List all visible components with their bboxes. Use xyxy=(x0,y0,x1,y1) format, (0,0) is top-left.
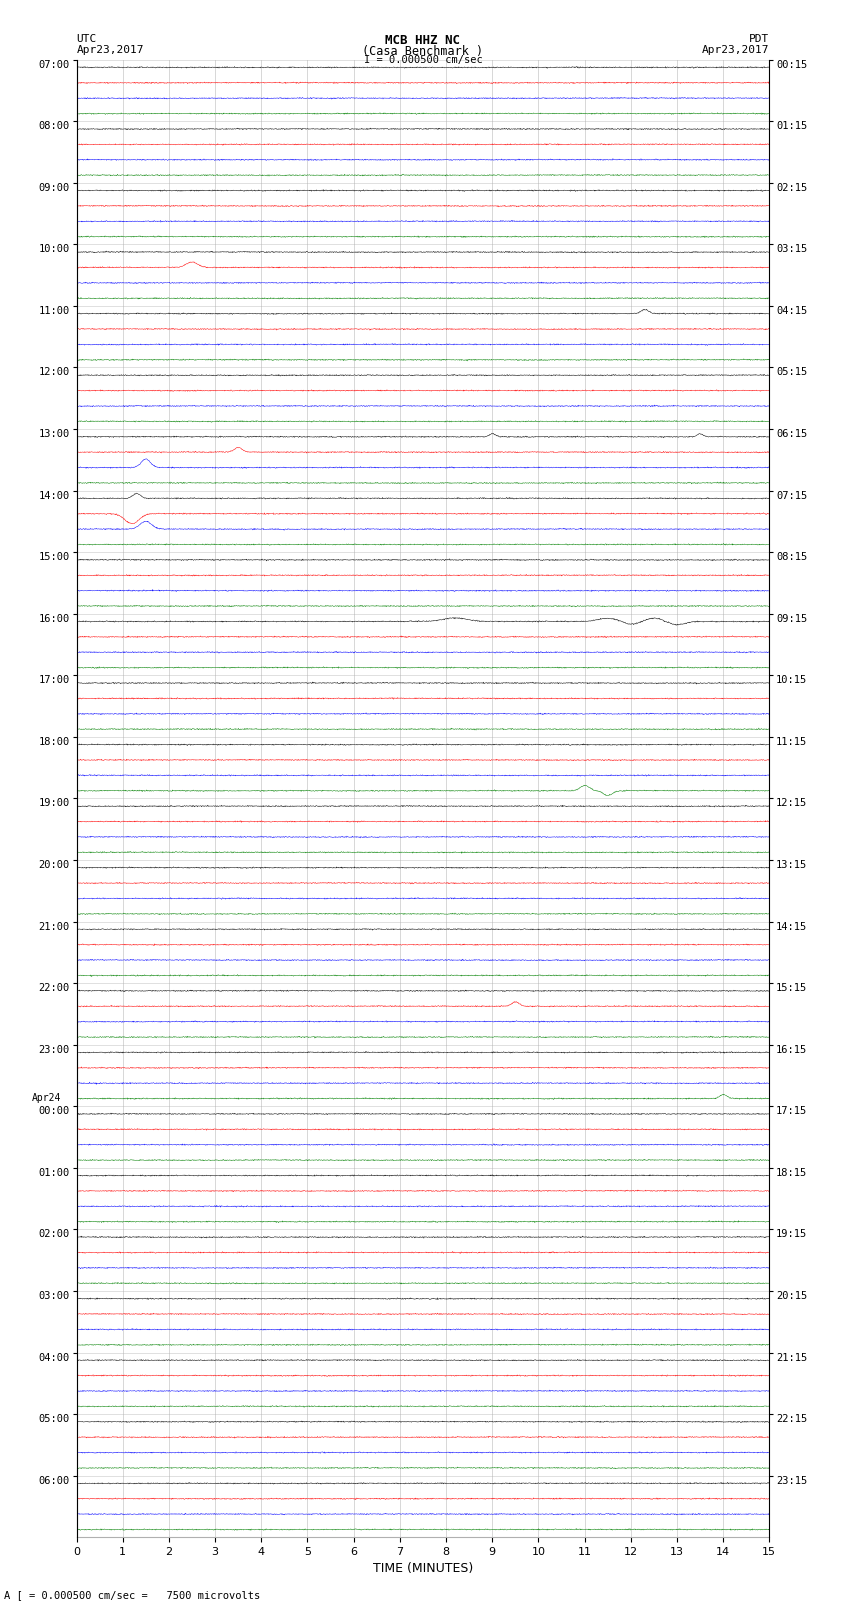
Text: Apr23,2017: Apr23,2017 xyxy=(702,45,769,55)
Text: MCB HHZ NC: MCB HHZ NC xyxy=(385,34,461,47)
Text: Apr24: Apr24 xyxy=(31,1094,61,1103)
Text: (Casa Benchmark ): (Casa Benchmark ) xyxy=(362,45,484,58)
Text: UTC: UTC xyxy=(76,34,97,44)
Text: PDT: PDT xyxy=(749,34,769,44)
Text: I = 0.000500 cm/sec: I = 0.000500 cm/sec xyxy=(364,55,482,65)
Text: A [ = 0.000500 cm/sec =   7500 microvolts: A [ = 0.000500 cm/sec = 7500 microvolts xyxy=(4,1590,260,1600)
Text: Apr23,2017: Apr23,2017 xyxy=(76,45,144,55)
X-axis label: TIME (MINUTES): TIME (MINUTES) xyxy=(373,1563,473,1576)
